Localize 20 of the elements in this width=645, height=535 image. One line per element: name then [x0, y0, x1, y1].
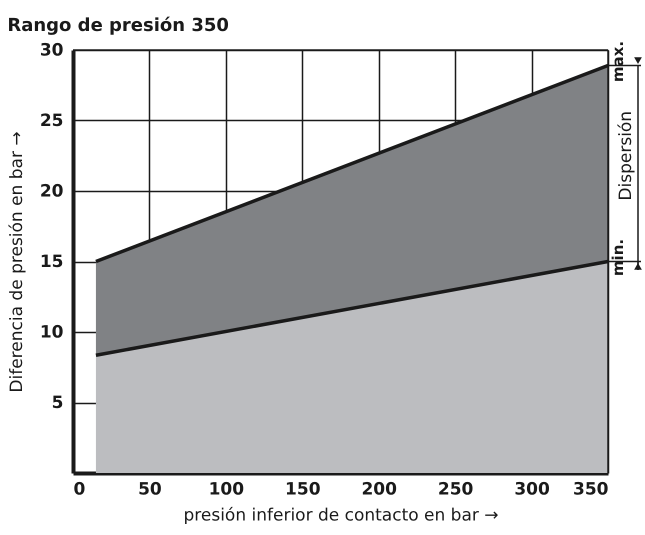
x-tick-label: 0 [74, 480, 86, 500]
text: Dispersión [616, 110, 636, 201]
y-tick-label: 20 [40, 182, 64, 202]
x-tick-label: 150 [285, 480, 321, 500]
x-tick-label: 100 [208, 480, 244, 500]
y-tick-label: 25 [40, 111, 64, 131]
x-tick-label: 200 [361, 480, 398, 500]
x-tick-label: 350 [573, 480, 609, 500]
annotation: min. [609, 238, 627, 276]
y-tick-label: 10 [40, 322, 64, 342]
y-axis-title: Diferencia de presión en bar → [6, 131, 27, 393]
x-axis-title: presión inferior de contacto en bar → [183, 506, 499, 526]
x-tick-label: 250 [438, 480, 474, 500]
chart-title: Rango de presión 350 [7, 14, 229, 36]
y-tick-label: 30 [40, 40, 64, 60]
y-tick-label: 5 [52, 393, 64, 413]
x-tick-label: 300 [514, 480, 550, 500]
y-tick-label: 15 [40, 252, 64, 272]
x-tick-label: 50 [138, 480, 162, 500]
annotation: max. [609, 40, 627, 82]
